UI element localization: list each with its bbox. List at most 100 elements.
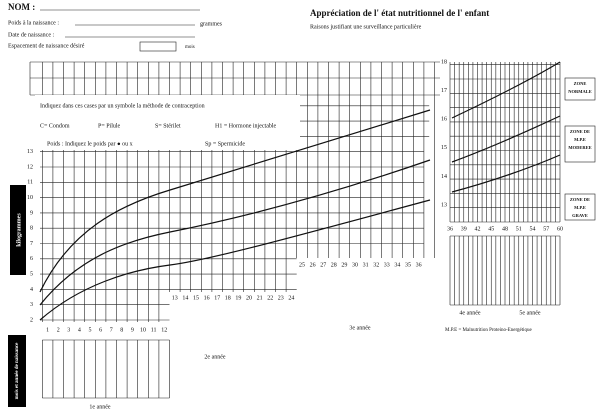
month-label: 32 <box>373 262 379 268</box>
month-label: 10 <box>140 327 146 333</box>
year-label: 3e année <box>349 325 370 331</box>
month-label: 17 <box>214 295 220 301</box>
y-tick-label: 12 <box>27 164 33 170</box>
zone-label: M.P.E <box>574 137 586 142</box>
method: S= Stérilet <box>155 123 181 129</box>
year-label: 4e année <box>459 310 480 316</box>
zone-label: NORMALE <box>568 89 592 94</box>
month-label: 20 <box>246 295 252 301</box>
month-label: 26 <box>310 262 316 268</box>
zone-box <box>564 77 596 101</box>
x-tick-label: 45 <box>488 226 494 232</box>
month-label: 35 <box>405 262 411 268</box>
month-label: 7 <box>110 327 113 333</box>
x-tick-label: 36 <box>447 226 453 232</box>
month-label: 5 <box>89 327 92 333</box>
zone-label: MODEREE <box>568 145 591 150</box>
y-tick-label: 9 <box>30 210 33 216</box>
month-label: 15 <box>193 295 199 301</box>
month-label: 33 <box>384 262 390 268</box>
month-label: 36 <box>416 262 422 268</box>
zone-box <box>564 193 596 221</box>
grams-unit: grammes <box>200 21 223 27</box>
month-label: 23 <box>278 295 284 301</box>
subtitle: Raisons justifiant une surveillance part… <box>310 23 422 30</box>
footnote: M.P.E = Malnutrition Proteino-Energétiqu… <box>445 328 533 333</box>
method: H1 = Hormone injectable <box>215 123 277 129</box>
instruction-heading: Indiquez dans ces cases par un symbole l… <box>40 103 205 109</box>
zone-label: GRAVE <box>572 213 588 218</box>
month-label: 24 <box>288 295 294 301</box>
y-tick-label: 7 <box>30 241 33 247</box>
y-tick-label: 4 <box>30 287 33 293</box>
zone-label: ZONE <box>574 81 587 86</box>
curve <box>39 109 431 293</box>
month-label: 9 <box>131 327 134 333</box>
month-label: 14 <box>182 295 188 301</box>
zone-box <box>564 125 596 163</box>
birth-label: mois et année de naissance <box>15 342 20 399</box>
month-label: 30 <box>352 262 358 268</box>
y-tick-label: 16 <box>441 117 447 123</box>
x-tick-label: 54 <box>530 226 536 232</box>
x-tick-label: 57 <box>543 226 549 232</box>
y-tick-label: 14 <box>441 174 447 180</box>
curve <box>451 154 561 193</box>
weight-note: Poids : Indiquez le poids par ● ou x <box>47 141 133 147</box>
year-label: 5e année <box>519 310 540 316</box>
y-tick-label: 11 <box>27 180 33 186</box>
y-tick-label: 13 <box>27 149 33 155</box>
year-label: 2e année <box>204 354 225 360</box>
method: P= Pilule <box>98 123 121 129</box>
x-tick-label: 39 <box>461 226 467 232</box>
month-label: 21 <box>257 295 263 301</box>
month-label: 28 <box>331 262 337 268</box>
month-label: 34 <box>394 262 400 268</box>
y-tick-label: 15 <box>441 145 447 151</box>
month-label: 3 <box>67 327 70 333</box>
month-label: 8 <box>120 327 123 333</box>
y-tick-label: 13 <box>441 202 447 208</box>
y-tick-label: 5 <box>30 271 33 277</box>
spacing-box <box>139 41 177 52</box>
month-label: 11 <box>151 327 157 333</box>
x-tick-label: 51 <box>516 226 522 232</box>
x-tick-label: 60 <box>557 226 563 232</box>
month-label: 19 <box>235 295 241 301</box>
y-tick-label: 3 <box>30 302 33 308</box>
zone-label: ZONE DE <box>570 129 590 134</box>
year-label: 1e année <box>89 404 110 410</box>
month-label: 6 <box>99 327 102 333</box>
curve <box>39 159 431 306</box>
y-tick-label: 2 <box>30 317 33 323</box>
instruction-box <box>35 95 300 150</box>
birth-label-box <box>8 335 26 407</box>
month-label: 2 <box>57 327 60 333</box>
title: Appréciation de l' état nutritionnel de … <box>310 8 489 18</box>
method: C= Condom <box>40 123 70 129</box>
birth-date-label: Date de naissance : <box>8 32 54 38</box>
y-tick-label: 8 <box>30 226 33 232</box>
curve <box>451 61 561 119</box>
y-label-box <box>10 185 26 275</box>
month-label: 31 <box>363 262 369 268</box>
y-axis-label: kilogrammes <box>16 213 22 247</box>
y-tick-label: 6 <box>30 256 33 262</box>
zone-label: ZONE DE <box>570 197 590 202</box>
month-label: 22 <box>267 295 273 301</box>
month-label: 18 <box>225 295 231 301</box>
y-tick-label: 18 <box>441 59 447 65</box>
birth-weight-label: Poids à la naissance : <box>8 20 59 26</box>
curve <box>451 115 561 163</box>
spermicide: Sp = Spermicide <box>205 141 245 147</box>
month-label: 16 <box>204 295 210 301</box>
month-label: 27 <box>320 262 326 268</box>
month-label: 1 <box>46 327 49 333</box>
months-unit: mois <box>185 45 195 50</box>
month-label: 4 <box>78 327 81 333</box>
spacing-label: Espacement de naissance désiré <box>8 43 85 49</box>
name-label: NOM : <box>8 2 35 12</box>
curve <box>39 199 431 321</box>
month-label: 12 <box>161 327 167 333</box>
